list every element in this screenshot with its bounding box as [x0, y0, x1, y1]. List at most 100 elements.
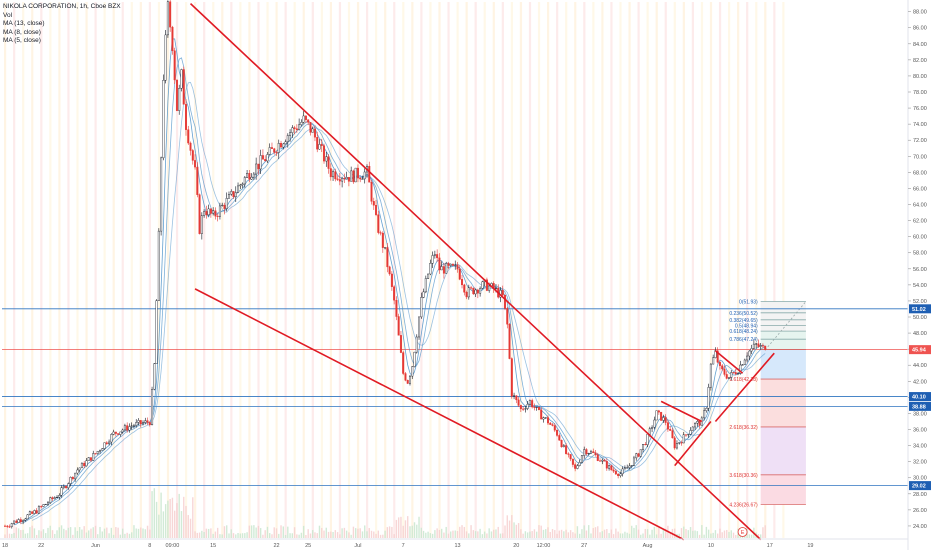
volume-bar [723, 530, 726, 538]
volume-bar [674, 528, 676, 538]
volume-bar [474, 531, 477, 538]
candle-body [363, 171, 366, 180]
volume-bar [640, 534, 642, 538]
volume-bar [40, 531, 42, 538]
candle-body [295, 128, 298, 130]
candle-body [264, 159, 267, 162]
day-stripe [537, 2, 541, 538]
candle-body [691, 426, 694, 431]
price-level-label[interactable] [909, 304, 931, 314]
trendline[interactable] [714, 350, 744, 374]
volume-bar [567, 532, 570, 538]
candle-body [234, 192, 237, 198]
trendline[interactable] [660, 400, 703, 423]
volume-bar [379, 534, 382, 538]
candle-body [531, 400, 534, 408]
candle-body [207, 208, 210, 216]
candle-body [137, 420, 140, 423]
trendline[interactable] [194, 288, 685, 541]
day-stripe [764, 2, 767, 538]
day-stripe [239, 2, 242, 538]
event-markers[interactable]: E [737, 527, 748, 537]
price-level-label[interactable] [909, 401, 931, 411]
candle-body [732, 372, 735, 374]
candle-body [560, 440, 563, 448]
volume-bar [278, 533, 280, 538]
volume-bar [395, 519, 398, 538]
symbol-title[interactable]: NIKOLA CORPORATION, 1h, Cboe BZX [3, 3, 121, 10]
candle-body [74, 472, 77, 480]
volume-bar [17, 528, 20, 538]
candle-body [209, 208, 212, 214]
candle-body [26, 514, 29, 520]
volume-bar [162, 511, 165, 538]
candle-body [526, 403, 529, 409]
candle-body [203, 211, 206, 216]
day-stripe [728, 2, 731, 538]
volume-bar [585, 530, 588, 538]
candle-body [105, 442, 108, 444]
price-tick-label: 80.00 [913, 74, 927, 80]
volume-bar [101, 531, 103, 538]
price-level-label[interactable] [909, 481, 931, 491]
volume-bar [97, 534, 99, 538]
indicator-vol[interactable]: Vol [3, 11, 13, 19]
volume-bar [535, 531, 538, 538]
price-level-label[interactable] [909, 392, 931, 402]
candle-body [49, 497, 52, 503]
trendline[interactable] [189, 3, 762, 541]
price-level-label[interactable] [909, 345, 931, 355]
indicator-ma-5[interactable]: MA (5, close) [3, 37, 41, 44]
volume-bar [574, 533, 576, 538]
candle-body [562, 445, 565, 448]
candle-body [87, 457, 90, 461]
day-stripe [320, 2, 323, 538]
volume-bar [144, 529, 146, 538]
earnings-marker[interactable] [737, 527, 748, 537]
volume-bar [298, 534, 300, 538]
volume-bar [375, 533, 377, 538]
candle-body [270, 147, 273, 149]
candle-body [329, 168, 332, 178]
volume-bar [511, 515, 513, 538]
volume-bar [592, 528, 594, 538]
day-stripe [58, 2, 61, 538]
volume-bar [762, 527, 764, 538]
volume-bar [284, 534, 287, 538]
candle-body [320, 144, 323, 146]
volume-bar [151, 491, 153, 538]
day-stripe [248, 2, 251, 538]
day-stripe [284, 2, 287, 538]
candle-body [553, 425, 556, 431]
trendline[interactable] [714, 352, 775, 423]
volume-bar [578, 533, 581, 538]
indicator-ma-8[interactable]: MA (8, close) [3, 28, 41, 36]
day-stripe [755, 2, 758, 538]
candle-body [467, 287, 470, 298]
day-stripe [338, 2, 342, 538]
fib-level-label: 0.236(50.52) [729, 311, 758, 317]
volume-bar [470, 525, 472, 538]
day-stripe [384, 2, 387, 538]
volume-bar [619, 533, 622, 538]
candle-body [757, 343, 760, 347]
candle-body [474, 289, 477, 295]
indicator-ma-13[interactable]: MA (13, close) [3, 20, 45, 27]
time-tick-label: 17 [767, 543, 773, 549]
candle-body [399, 335, 402, 353]
volume-bar [703, 534, 705, 538]
volume-bar [185, 505, 187, 538]
candle-body [750, 348, 753, 352]
candle-body [549, 422, 552, 425]
candle-body [510, 358, 513, 397]
candle-body [69, 477, 72, 484]
day-stripe [474, 2, 477, 538]
trendline[interactable] [674, 420, 712, 467]
candle-body [304, 115, 307, 120]
day-stripe [175, 2, 179, 538]
volume-bar [569, 530, 572, 538]
candle-body [603, 459, 606, 462]
volume-bar [483, 531, 486, 538]
